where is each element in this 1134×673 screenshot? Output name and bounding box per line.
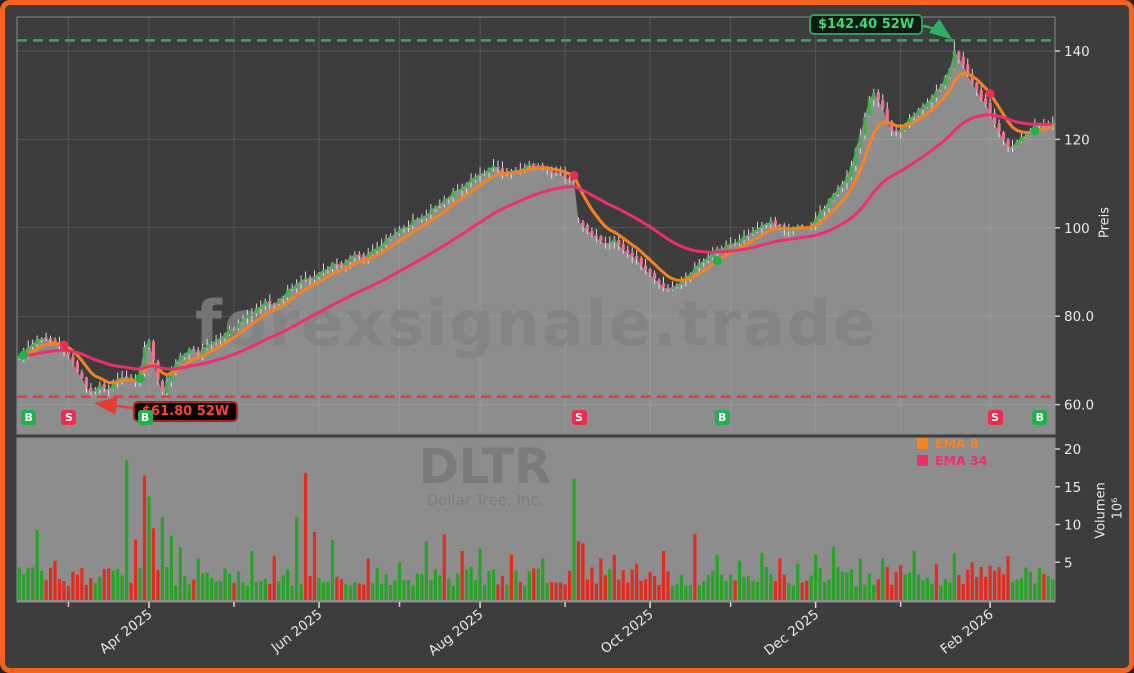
signal-dots	[19, 89, 1040, 383]
svg-text:5: 5	[1064, 555, 1073, 571]
ema-lines	[18, 72, 1054, 385]
svg-text:120: 120	[1064, 132, 1090, 148]
price-volume-chart: forexsignale.trade DLTR Dollar Tree, Inc…	[16, 16, 1094, 660]
volume-bars	[17, 460, 1055, 600]
symbol-watermark: DLTR	[419, 439, 551, 495]
svg-text:80.0: 80.0	[1064, 309, 1094, 325]
svg-text:Aug 2025: Aug 2025	[425, 607, 486, 660]
svg-text:15: 15	[1064, 480, 1081, 496]
svg-text:Oct 2025: Oct 2025	[598, 607, 657, 658]
svg-text:Apr 2025: Apr 2025	[97, 607, 156, 658]
price-area-fill	[17, 51, 1055, 434]
svg-text:Dec 2025: Dec 2025	[761, 607, 822, 659]
svg-text:140: 140	[1064, 44, 1090, 60]
site-watermark: forexsignale.trade	[195, 287, 877, 360]
svg-text:Feb 2026: Feb 2026	[937, 607, 996, 658]
svg-text:60.0: 60.0	[1064, 398, 1094, 414]
svg-text:100: 100	[1064, 221, 1090, 237]
svg-text:Jun 2025: Jun 2025	[268, 607, 326, 657]
svg-text:10: 10	[1064, 518, 1081, 534]
svg-text:20: 20	[1064, 442, 1081, 458]
company-watermark: Dollar Tree, Inc.	[427, 491, 544, 509]
